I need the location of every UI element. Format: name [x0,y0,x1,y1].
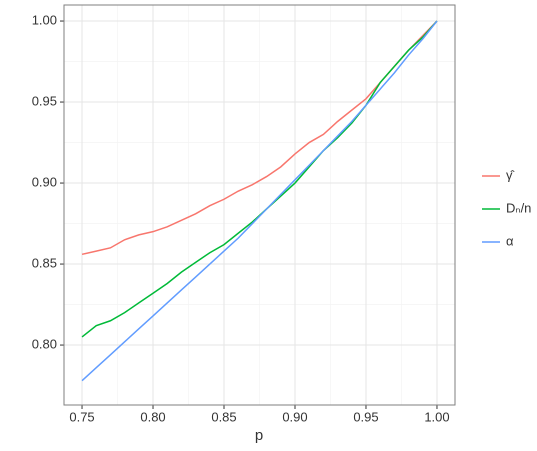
x-tick-label: 0.90 [282,409,307,424]
x-tick-label: 0.95 [353,409,378,424]
x-axis-label: p [255,427,263,444]
y-tick-label: 0.95 [32,93,57,108]
legend-label: γ̂ [506,167,516,182]
x-tick-label: 0.85 [211,409,236,424]
y-tick-label: 0.80 [32,336,57,351]
x-tick-label: 1.00 [424,409,449,424]
panel-border [63,4,456,406]
y-tick-label: 0.85 [32,255,57,270]
x-tick-label: 0.80 [140,409,165,424]
line [81,20,438,382]
legend-label: Dₙ/n [506,200,531,215]
y-tick-label: 0.90 [32,174,57,189]
y-tick-label: 1.00 [32,12,57,27]
x-tick-label: 0.75 [69,409,94,424]
legend-label: α [506,233,514,248]
